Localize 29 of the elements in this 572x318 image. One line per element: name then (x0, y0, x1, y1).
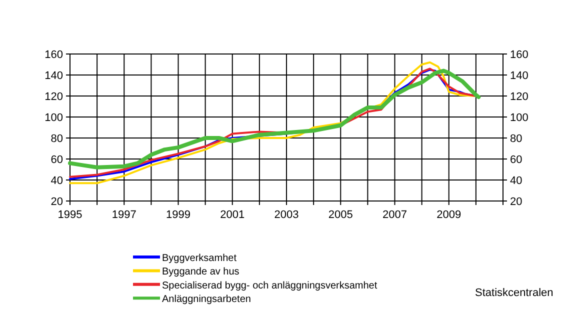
legend-label: Byggande av hus (162, 266, 240, 278)
y-tick-label: 100 (44, 112, 63, 124)
y-tick-label: 140 (44, 70, 63, 82)
x-tick-label: 2003 (274, 209, 299, 221)
text: Statiskcentralen (475, 287, 554, 299)
y2-tick-label: 80 (510, 133, 522, 145)
y2-tick-label: 160 (510, 49, 528, 61)
x-tick-label: 1997 (112, 209, 136, 221)
legend-label: Anläggningsarbeten (162, 294, 251, 306)
x-tick-label: 2009 (436, 209, 462, 221)
x-tick-label: 2005 (328, 209, 353, 221)
x-tick-label: 1999 (166, 209, 190, 221)
y2-tick-label: 60 (510, 154, 522, 166)
y-tick-label: 80 (50, 133, 63, 145)
x-tick-label: 2007 (382, 209, 407, 221)
legend-label: Byggverksamhet (162, 253, 237, 264)
y-tick-label: 40 (50, 175, 63, 187)
y-tick-label: 160 (44, 49, 63, 61)
y-tick-label: 120 (44, 91, 63, 103)
y2-tick-label: 100 (510, 112, 528, 124)
x-tick-label: 1995 (58, 209, 82, 221)
y-tick-label: 60 (50, 154, 63, 166)
x-tick-label: 2001 (220, 209, 245, 221)
y2-tick-label: 120 (510, 91, 528, 103)
y-tick-label: 20 (50, 196, 63, 208)
y2-tick-label: 20 (510, 196, 522, 208)
y2-tick-label: 40 (510, 175, 522, 187)
legend-label: Specialiserad bygg- och anläggningsverksamhet (162, 280, 378, 292)
y2-tick-label: 140 (510, 70, 528, 82)
